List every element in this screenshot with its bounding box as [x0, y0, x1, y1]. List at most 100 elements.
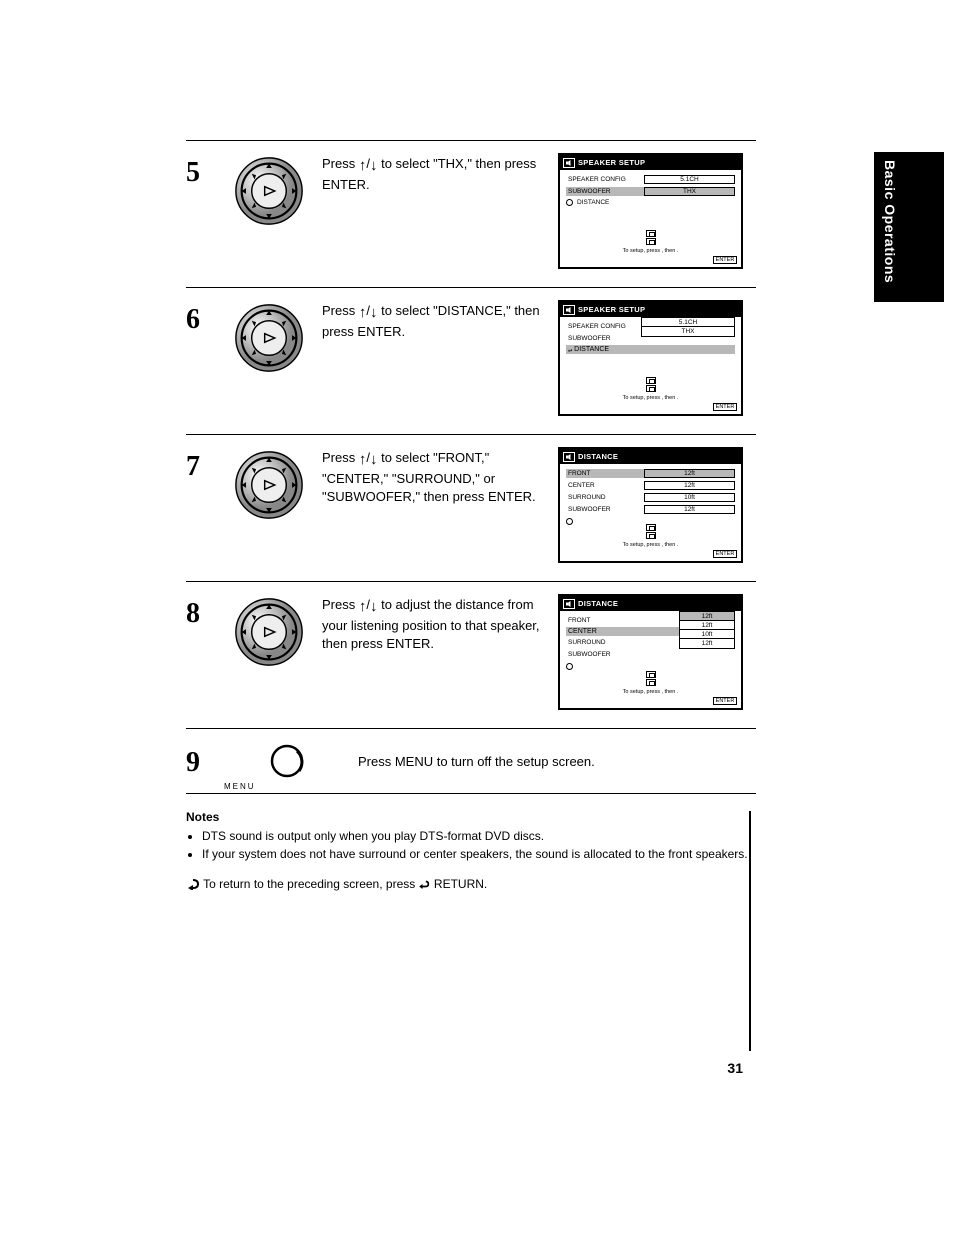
dial-column	[222, 445, 316, 521]
return-icon: ↵	[568, 346, 572, 354]
osd-label: SPEAKER CONFIG	[568, 176, 644, 183]
osd-label: SUBWOOFER	[568, 651, 644, 658]
tiny-speaker-icon	[646, 238, 656, 245]
osd-dropdown-item: 12ft	[680, 639, 734, 648]
step-text-part: Press	[322, 303, 359, 318]
osd-dropdown: 12ft 12ft 10ft 12ft	[679, 611, 735, 649]
osd-corner-button: ENTER	[713, 256, 737, 264]
tip-text-after: RETURN.	[431, 877, 488, 891]
side-tab-label: Basic Operations	[882, 160, 898, 283]
osd-row: SUBWOOFER	[566, 649, 735, 660]
osd-label: SUBWOOFER	[568, 188, 644, 195]
osd-row: DISTANCE	[566, 199, 735, 206]
osd-body: SPEAKER CONFIG 5.1CH SUBWOOFER THX DISTA…	[560, 170, 741, 208]
osd-value: 5.1CH	[644, 175, 735, 184]
osd-corner-button: ENTER	[713, 550, 737, 558]
osd-footer: To setup, press , then .	[560, 689, 741, 695]
return-icon	[419, 879, 431, 889]
step-number: 5	[186, 151, 222, 189]
osd-row: SUBWOOFER 12ft	[566, 504, 735, 515]
osd-label: SPEAKER CONFIG	[568, 323, 644, 330]
step-row: 8 Press ↑/↓ to adjust the distance from …	[186, 581, 756, 728]
page-content: 5 Press ↑/↓ to select "THX," then press …	[186, 140, 756, 893]
osd-return-row	[566, 662, 735, 670]
osd-label: SUBWOOFER	[568, 335, 644, 342]
step-number: 6	[186, 298, 222, 336]
osd-icon-stack	[646, 377, 656, 392]
step-number: 7	[186, 445, 222, 483]
notes-list: DTS sound is output only when you play D…	[186, 828, 756, 862]
speaker-icon	[563, 158, 575, 168]
osd-screen: DISTANCE FRONT 12ft CENTER 12ft SURROUND…	[558, 447, 743, 563]
tiny-speaker-icon	[646, 532, 656, 539]
osd-column: SPEAKER SETUP SPEAKER CONFIG SUBWOOFER ↵…	[558, 298, 756, 416]
osd-column: DISTANCE FRONT 12ft CENTER 12ft SURROUND…	[558, 445, 756, 563]
step-row: 7 Press ↑/↓ to select "FRONT," "CENTER,"…	[186, 434, 756, 581]
osd-label: DISTANCE	[577, 199, 609, 206]
step-row: 5 Press ↑/↓ to select "THX," then press …	[186, 140, 756, 287]
osd-column: SPEAKER SETUP SPEAKER CONFIG 5.1CH SUBWO…	[558, 151, 756, 269]
osd-icon-stack	[646, 671, 656, 686]
osd-dropdown-item: 12ft	[680, 612, 734, 621]
tip-icon	[186, 878, 200, 890]
osd-dropdown-item: 10ft	[680, 630, 734, 639]
notes-item: If your system does not have surround or…	[202, 846, 756, 862]
tiny-speaker-icon	[646, 377, 656, 384]
step-text: Press ↑/↓ to adjust the distance from yo…	[316, 592, 558, 652]
osd-value: 12ft	[644, 469, 735, 478]
step-text: Press ↑/↓ to select "FRONT," "CENTER," "…	[316, 445, 558, 505]
osd-header: DISTANCE	[560, 449, 741, 464]
osd-dropdown: 5.1CH THX	[641, 317, 735, 337]
osd-icon-stack	[646, 524, 656, 539]
step-row: 6 Press ↑/↓ to select "DISTANCE," then p…	[186, 287, 756, 434]
speaker-icon	[563, 452, 575, 462]
dial-column	[222, 592, 316, 668]
osd-title: DISTANCE	[578, 599, 618, 608]
step-text-part: Press	[322, 597, 359, 612]
side-tab-block: Basic Operations	[874, 152, 944, 302]
osd-screen: SPEAKER SETUP SPEAKER CONFIG SUBWOOFER ↵…	[558, 300, 743, 416]
dial-column	[222, 151, 316, 227]
menu-step-row: 9 Press MENU to turn off the setup scree…	[186, 728, 756, 794]
tiny-speaker-icon	[646, 524, 656, 531]
step-number: 8	[186, 592, 222, 630]
step-text: Press ↑/↓ to select "DISTANCE," then pre…	[316, 298, 558, 341]
osd-label: CENTER	[568, 482, 644, 489]
osd-title: SPEAKER SETUP	[578, 158, 645, 167]
step-text-part: Press	[322, 450, 359, 465]
menu-step-text: Press MENU to turn off the setup screen.	[352, 741, 756, 781]
osd-row: SPEAKER CONFIG 5.1CH	[566, 174, 735, 185]
tiny-speaker-icon	[646, 385, 656, 392]
tip-text-before: To return to the preceding screen, press	[203, 877, 418, 891]
osd-dropdown-item: THX	[642, 327, 734, 336]
osd-row: FRONT 12ft	[566, 468, 735, 479]
tiny-speaker-icon	[646, 671, 656, 678]
osd-corner-button: ENTER	[713, 403, 737, 411]
osd-header: DISTANCE	[560, 596, 741, 611]
menu-button-icon	[267, 741, 307, 781]
osd-icon-stack	[646, 230, 656, 245]
osd-value: 10ft	[644, 493, 735, 502]
osd-footer: To setup, press , then .	[560, 542, 741, 548]
osd-value: THX	[644, 187, 735, 196]
osd-row: SURROUND 10ft	[566, 492, 735, 503]
osd-header: SPEAKER SETUP	[560, 302, 741, 317]
osd-footer-text: To setup, press , then .	[623, 248, 679, 254]
osd-body: FRONT 12ft CENTER 12ft SURROUND 10ft SUB…	[560, 464, 741, 527]
tip-section: To return to the preceding screen, press…	[186, 876, 756, 892]
osd-title: SPEAKER SETUP	[578, 305, 645, 314]
osd-footer-text: To setup, press , then .	[623, 689, 679, 695]
osd-footer-text: To setup, press , then .	[623, 542, 679, 548]
osd-screen: SPEAKER SETUP SPEAKER CONFIG 5.1CH SUBWO…	[558, 153, 743, 269]
step-text: Press ↑/↓ to select "THX," then press EN…	[316, 151, 558, 194]
dial-icon	[233, 596, 305, 668]
osd-value: 12ft	[644, 505, 735, 514]
osd-label: CENTER	[568, 628, 597, 635]
osd-row: SUBWOOFER THX	[566, 186, 735, 197]
osd-label: SURROUND	[568, 639, 644, 646]
osd-label: DISTANCE	[574, 346, 609, 353]
speaker-icon	[563, 599, 575, 609]
osd-header: SPEAKER SETUP	[560, 155, 741, 170]
osd-corner-button: ENTER	[713, 697, 737, 705]
osd-footer-text: To setup, press , then .	[623, 395, 679, 401]
